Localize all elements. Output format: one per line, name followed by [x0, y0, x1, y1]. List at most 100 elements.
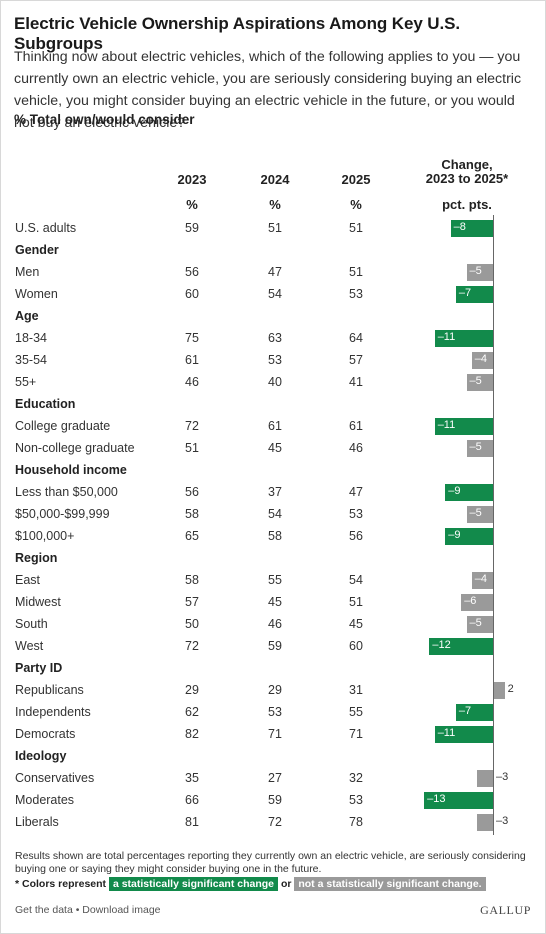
value-cell-2023: 50: [185, 617, 199, 631]
group-header-row: Education: [0, 393, 546, 415]
change-bar-label: –7: [458, 287, 472, 299]
group-header-row: Gender: [0, 239, 546, 261]
table-row: Democrats 82 71 71 –11: [0, 723, 546, 745]
row-label: East: [15, 573, 41, 587]
change-bar-label: –5: [469, 507, 482, 519]
change-bar: [466, 506, 493, 523]
row-label: Moderates: [15, 793, 75, 807]
value-cell-2025: 55: [349, 705, 363, 719]
change-bar-label: –4: [474, 353, 488, 365]
legend-prefix: * Colors represent: [15, 878, 107, 890]
value-cell-2025: 56: [349, 529, 363, 543]
value-cell-2025: 54: [349, 573, 363, 587]
row-label: Non-college graduate: [15, 441, 135, 455]
change-bar: [471, 572, 493, 589]
chart-title: Electric Vehicle Ownership Aspirations A…: [14, 14, 460, 53]
change-bar-label: –13: [427, 793, 446, 805]
value-cell-2023: 57: [185, 595, 199, 609]
value-cell-2024: 61: [268, 419, 282, 433]
value-cell-2024: 29: [268, 683, 282, 697]
value-cell-2025: 51: [349, 595, 363, 609]
value-cell-2024: 45: [268, 441, 282, 455]
value-cell-2023: 58: [185, 573, 199, 587]
table-row: Independents 62 53 55 –7: [0, 701, 546, 723]
group-label: Ideology: [15, 749, 67, 763]
row-label: Men: [15, 265, 40, 279]
change-bar-label: –3: [496, 771, 509, 783]
group-header-row: Age: [0, 305, 546, 327]
legend-significant-chip: a statistically significant change: [108, 877, 279, 891]
value-cell-2024: 27: [268, 771, 282, 785]
gallup-logo: GALLUP: [480, 903, 531, 917]
change-bar-label: –7: [458, 705, 472, 717]
column-header-2024: 2024: [260, 172, 290, 187]
footer-links[interactable]: Get the data • Download image: [15, 904, 161, 916]
change-bar-label: –9: [448, 485, 461, 497]
value-cell-2023: 51: [185, 441, 199, 455]
column-header-2023: 2023: [177, 172, 207, 187]
value-cell-2023: 58: [185, 507, 199, 521]
value-cell-2024: 55: [268, 573, 282, 587]
value-cell-2023: 72: [185, 419, 199, 433]
value-cell-2024: 53: [268, 705, 282, 719]
value-cell-2023: 60: [185, 287, 199, 301]
value-cell-2023: 72: [185, 639, 199, 653]
group-header-row: Household income: [0, 459, 546, 481]
value-cell-2024: 59: [268, 639, 282, 653]
change-bar-label: –5: [469, 441, 482, 453]
value-cell-2024: 54: [268, 507, 282, 521]
change-bar: [450, 220, 493, 237]
change-unit-label: pct. pts.: [442, 197, 492, 212]
color-legend: * Colors represent a statistically signi…: [15, 877, 486, 891]
row-label: Liberals: [15, 815, 59, 829]
row-label: Women: [15, 287, 58, 301]
value-cell-2025: 57: [349, 353, 363, 367]
table-row: 18-34 75 63 64 –11: [0, 327, 546, 349]
group-label: Party ID: [15, 661, 63, 675]
change-bar: [424, 792, 493, 809]
change-bar: [429, 638, 493, 655]
change-bar: [466, 440, 493, 457]
value-cell-2025: 32: [349, 771, 363, 785]
table-row: College graduate 72 61 61 –11: [0, 415, 546, 437]
value-cell-2025: 53: [349, 793, 363, 807]
change-bar-label: –5: [469, 375, 482, 387]
row-label: College graduate: [15, 419, 111, 433]
value-cell-2024: 72: [268, 815, 282, 829]
table-row: Midwest 57 45 51 –6: [0, 591, 546, 613]
value-cell-2023: 59: [185, 221, 199, 235]
change-bar-label: –5: [469, 617, 482, 629]
row-label: 35-54: [15, 353, 47, 367]
unit-2023: %: [186, 197, 198, 212]
change-bar: [477, 770, 493, 787]
value-cell-2023: 56: [185, 265, 199, 279]
value-cell-2025: 51: [349, 221, 363, 235]
group-header-row: Region: [0, 547, 546, 569]
unit-2024: %: [269, 197, 281, 212]
change-bar: [466, 264, 493, 281]
legend-joiner: or: [280, 878, 292, 890]
value-cell-2023: 35: [185, 771, 199, 785]
row-label: Democrats: [15, 727, 76, 741]
value-cell-2024: 59: [268, 793, 282, 807]
row-label: Independents: [15, 705, 91, 719]
value-cell-2024: 63: [268, 331, 282, 345]
group-header-row: Party ID: [0, 657, 546, 679]
table-row: 35-54 61 53 57 –4: [0, 349, 546, 371]
table-row: $100,000+ 65 58 56 –9: [0, 525, 546, 547]
value-cell-2025: 31: [349, 683, 363, 697]
value-cell-2023: 46: [185, 375, 199, 389]
change-bar: [434, 330, 493, 347]
value-cell-2025: 51: [349, 265, 363, 279]
value-cell-2023: 29: [185, 683, 199, 697]
value-cell-2025: 61: [349, 419, 363, 433]
table-row: Less than $50,000 56 37 47 –9: [0, 481, 546, 503]
value-cell-2025: 64: [349, 331, 363, 345]
value-cell-2025: 47: [349, 485, 363, 499]
value-cell-2024: 53: [268, 353, 282, 367]
change-bar-label: –6: [464, 595, 477, 607]
legend-not-significant-chip: not a statistically significant change.: [294, 877, 486, 891]
table-row: West 72 59 60 –12: [0, 635, 546, 657]
value-cell-2023: 75: [185, 331, 199, 345]
group-label: Region: [15, 551, 58, 565]
